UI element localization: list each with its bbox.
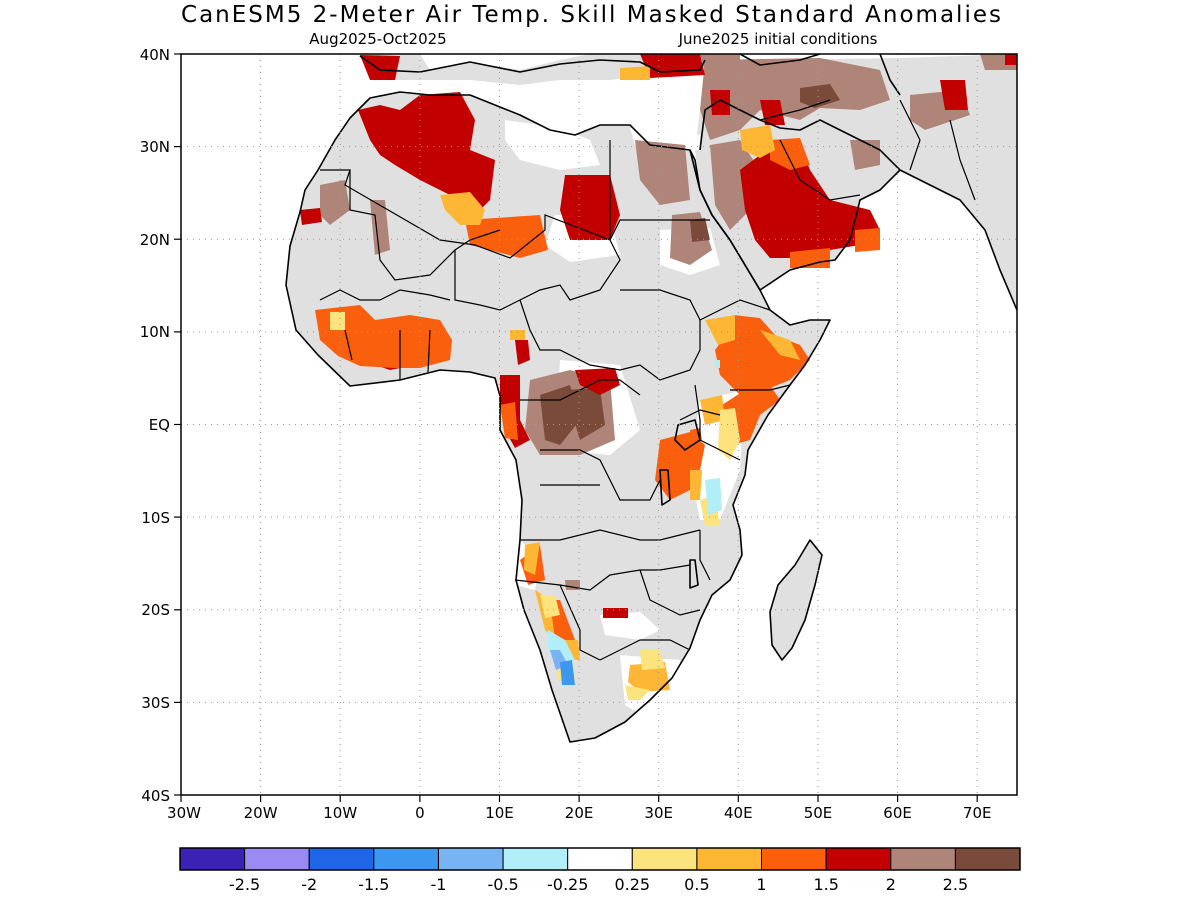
lat-label: 40S	[141, 787, 170, 805]
colorbar-label: -2	[301, 875, 317, 894]
map-subtitle-right: June2025 initial conditions	[678, 30, 878, 48]
colorbar: -2.5 -2 -1.5 -1 -0.5 -0.25 0.25 0.5 1 1.…	[179, 847, 1021, 894]
colorbar-swatch	[696, 847, 763, 871]
lat-label: 10N	[140, 323, 170, 341]
colorbar-swatch	[244, 847, 310, 871]
colorbar-swatch	[308, 847, 375, 871]
colorbar-swatch	[890, 847, 956, 871]
anomaly-neg-1.5-to-neg-1-layer	[560, 660, 575, 685]
lat-label: 30N	[140, 138, 170, 156]
colorbar-label: 0.25	[614, 875, 650, 894]
colorbar-label: 1	[756, 875, 766, 894]
lat-axis	[174, 53, 181, 796]
lon-label: 50E	[804, 804, 833, 822]
colorbar-label: -1	[431, 875, 447, 894]
colorbar-swatch	[502, 847, 569, 871]
lon-label: 30W	[167, 804, 201, 822]
lat-label: 20S	[141, 601, 170, 619]
lon-label: 20W	[244, 804, 278, 822]
country-borders-layer	[319, 99, 976, 661]
colorbar-frame	[179, 847, 1021, 871]
lake-victoria	[674, 419, 701, 451]
lake-tanganyika	[659, 469, 671, 506]
coastlines-layer	[285, 54, 1017, 743]
colorbar-swatch	[761, 847, 827, 871]
colorbar-label: 2	[886, 875, 896, 894]
caspian-coast	[879, 54, 901, 96]
colorbar-swatches	[179, 847, 1021, 871]
colorbar-swatch	[373, 847, 439, 871]
lat-label: 20N	[140, 231, 170, 249]
lon-label: 70E	[963, 804, 992, 822]
lon-label: 20E	[565, 804, 594, 822]
colorbar-swatch	[825, 847, 892, 871]
lat-label: EQ	[149, 416, 170, 434]
persian-gulf-coast	[899, 169, 1017, 311]
lon-axis	[180, 795, 978, 802]
colorbar-label: 1.5	[813, 875, 838, 894]
madagascar-shape	[770, 540, 822, 660]
lon-label: 40E	[724, 804, 753, 822]
colorbar-swatch	[631, 847, 698, 871]
lat-label: 10S	[141, 509, 170, 527]
colorbar-swatch	[179, 847, 246, 871]
colorbar-label: 0.5	[684, 875, 709, 894]
lake-malawi	[689, 559, 699, 589]
colorbar-swatch	[438, 847, 504, 871]
lon-label: 10E	[485, 804, 514, 822]
lat-label: 30S	[141, 694, 170, 712]
colorbar-swatch	[567, 847, 633, 871]
anomaly-1-to-1.5-layer	[315, 138, 880, 645]
red-sea-west	[689, 149, 713, 216]
colorbar-label: -1.5	[358, 875, 389, 894]
lat-label: 40N	[140, 46, 170, 64]
lon-label: 60E	[883, 804, 912, 822]
colorbar-swatch	[954, 847, 1021, 871]
africa-coastline	[285, 91, 831, 743]
map-subtitle-left: Aug2025-Oct2025	[309, 30, 446, 48]
map-title: CanESM5 2-Meter Air Temp. Skill Masked S…	[181, 2, 1003, 28]
black-sea-coast	[739, 54, 821, 66]
madagascar-coastline	[769, 539, 823, 661]
colorbar-label: -0.25	[547, 875, 588, 894]
lon-label: 30E	[644, 804, 673, 822]
mediterranean-north-coast	[359, 55, 706, 73]
colorbar-label: -2.5	[229, 875, 260, 894]
arabia-coastline	[699, 99, 901, 291]
colorbar-label: -0.5	[487, 875, 518, 894]
lon-label: 10W	[323, 804, 357, 822]
lon-label: 0	[415, 804, 425, 822]
gridlines	[181, 54, 1017, 795]
colorbar-label: 2.5	[943, 875, 968, 894]
